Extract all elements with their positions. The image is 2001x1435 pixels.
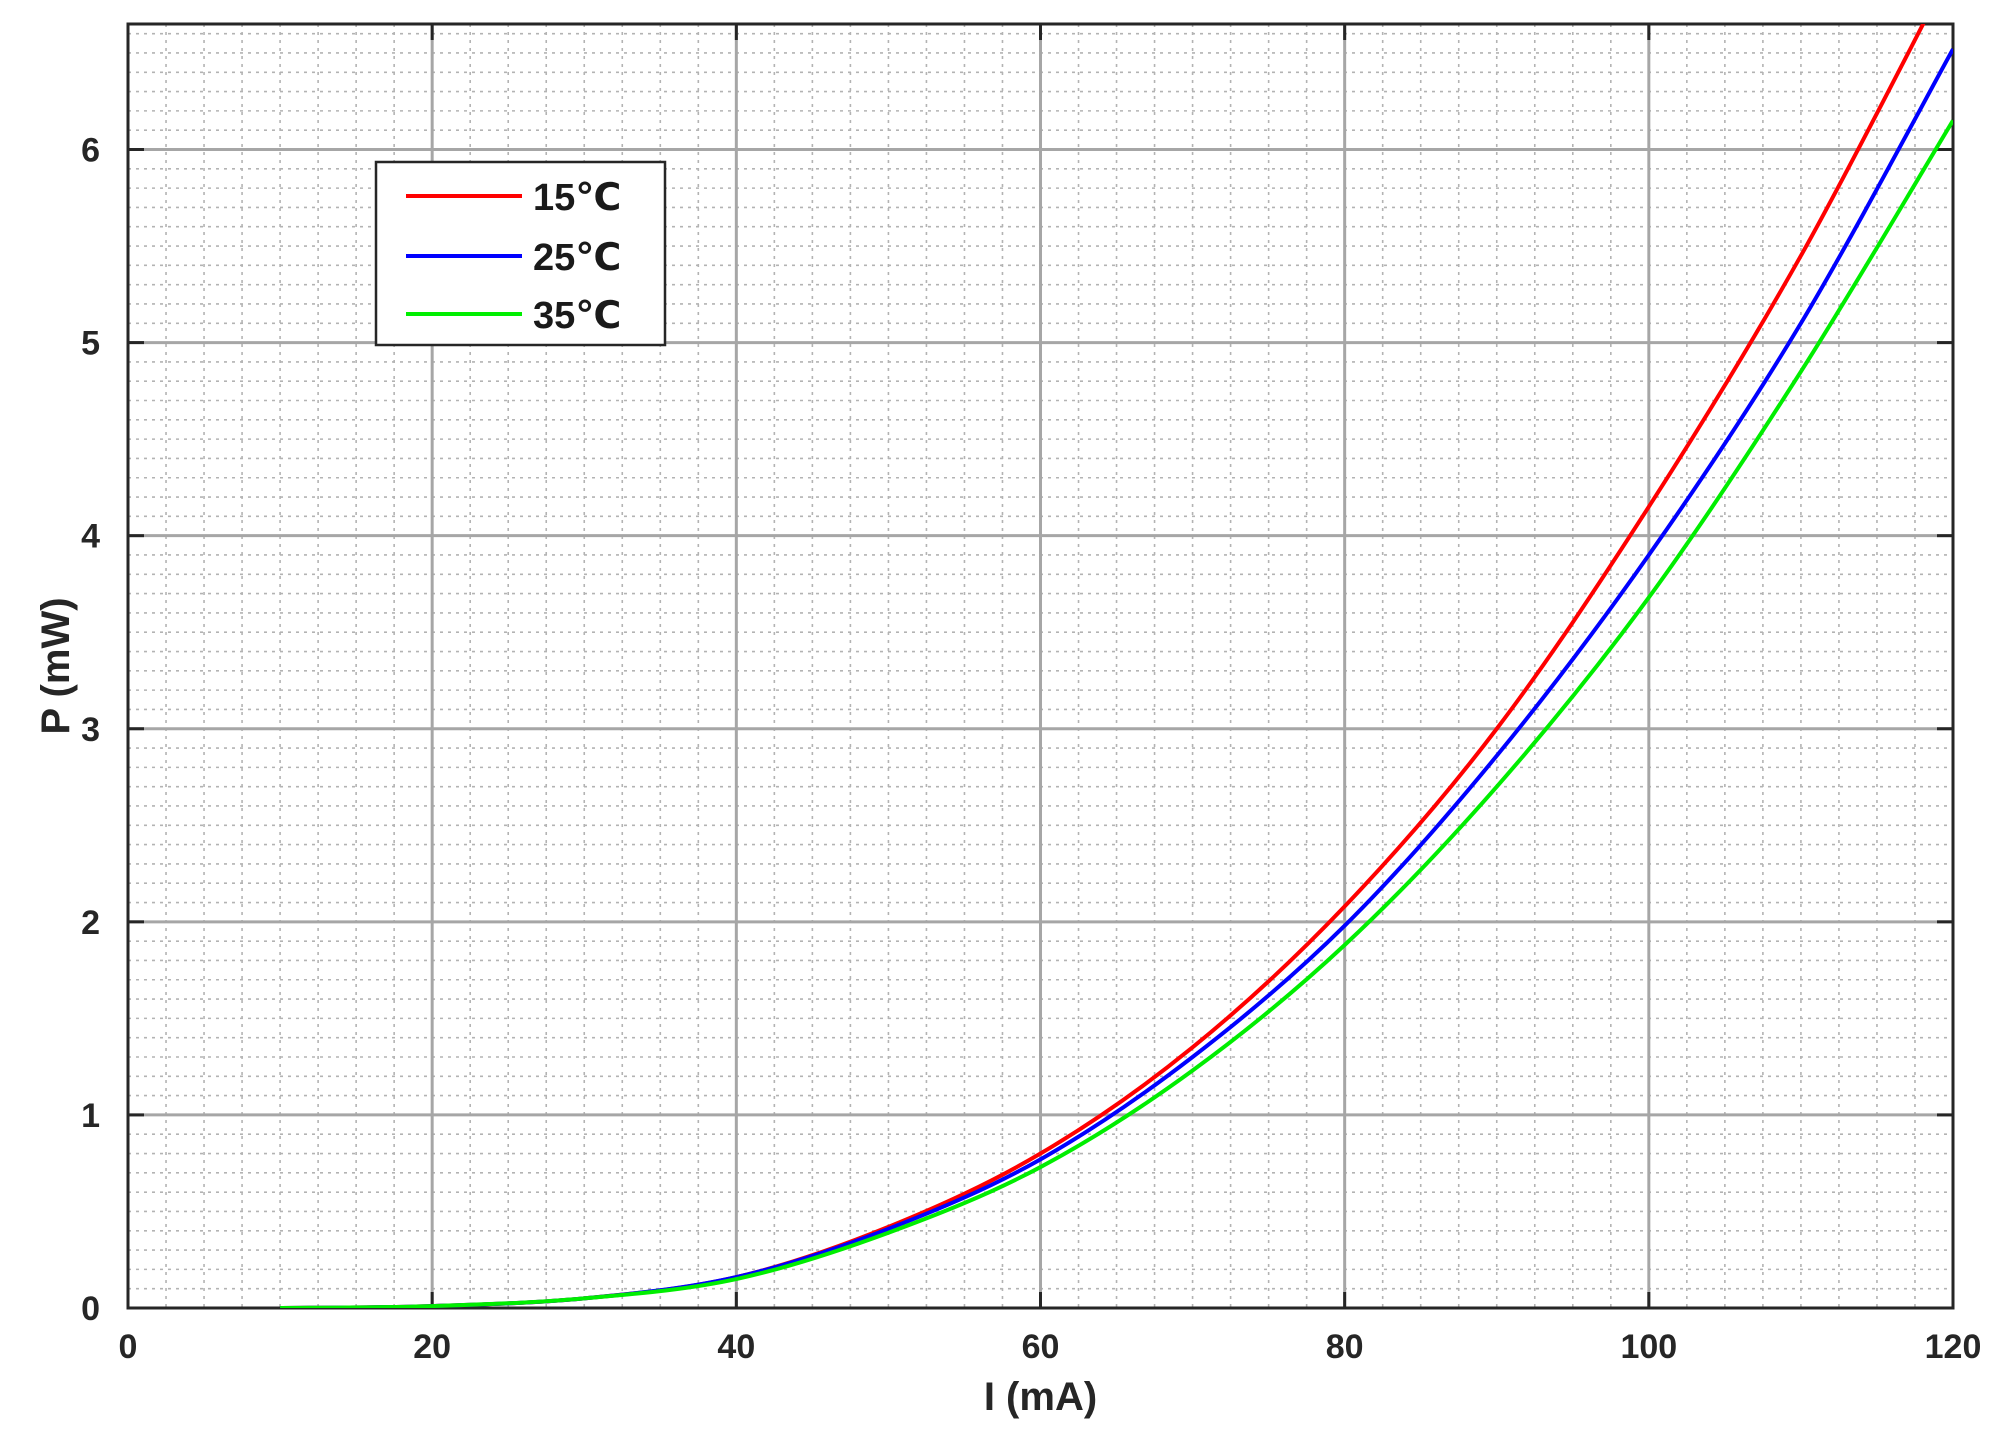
- axis-ticks: [126, 24, 1955, 1310]
- y-axis-label: P (mW): [34, 597, 78, 734]
- y-tick-labels: 0 1 2 3 4 5 6: [81, 132, 100, 1328]
- legend-label-35c: 35℃: [533, 295, 621, 337]
- y-tick-label: 0: [81, 1290, 100, 1328]
- y-tick-label: 5: [81, 325, 100, 363]
- legend-label-15c: 15℃: [533, 177, 621, 219]
- x-tick-label: 40: [717, 1328, 755, 1366]
- x-tick-label: 80: [1326, 1328, 1364, 1366]
- legend: 15℃ 25℃ 35℃: [374, 160, 667, 347]
- y-tick-label: 6: [81, 132, 100, 170]
- x-tick-label: 0: [119, 1328, 138, 1366]
- y-tick-label: 3: [81, 711, 100, 749]
- y-tick-label: 1: [81, 1097, 100, 1135]
- x-tick-label: 60: [1022, 1328, 1060, 1366]
- x-tick-label: 20: [413, 1328, 451, 1366]
- series-lines: [280, 24, 1953, 1308]
- legend-box: [374, 160, 667, 347]
- x-tick-label: 120: [1925, 1328, 1982, 1366]
- series-line-2: [280, 119, 1953, 1308]
- y-tick-label: 4: [81, 518, 100, 556]
- y-tick-label: 2: [81, 904, 100, 942]
- x-tick-labels: 0 20 40 60 80 100 120: [119, 1328, 1982, 1366]
- legend-label-25c: 25℃: [533, 237, 621, 279]
- x-tick-label: 100: [1620, 1328, 1677, 1366]
- x-axis-label: I (mA): [984, 1375, 1097, 1419]
